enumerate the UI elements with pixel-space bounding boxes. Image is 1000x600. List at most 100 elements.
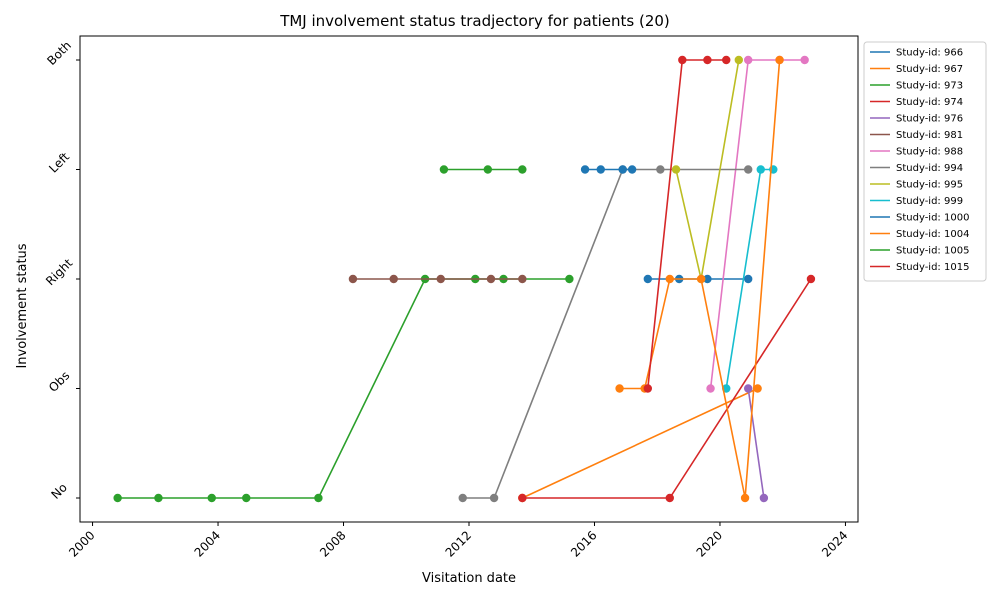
legend-item: Study-id: 988: [870, 147, 963, 158]
data-point: [389, 274, 398, 284]
legend-label: Study-id: 1004: [896, 229, 969, 240]
x-axis: 2000 2004 2008 2012 2016 2020 2024: [66, 522, 851, 560]
data-point: [615, 384, 624, 393]
data-point: [518, 493, 527, 503]
data-point: [744, 55, 753, 65]
data-point: [580, 165, 590, 174]
chart-title: TMJ involvement status tradjectory for p…: [279, 12, 670, 30]
data-point: [671, 165, 681, 174]
legend-label: Study-id: 995: [896, 180, 963, 191]
legend-item: Study-id: 966: [870, 48, 963, 59]
data-point: [678, 55, 687, 65]
data-point: [643, 384, 653, 393]
legend: Study-id: 966 Study-id: 967 Study-id: 973 S…: [863, 41, 987, 282]
series-line: [747, 388, 765, 499]
legend-label: Study-id: 994: [896, 163, 963, 174]
series-10: [580, 165, 637, 174]
x-tick-label: 2000: [66, 528, 97, 559]
legend-label: Study-id: 1005: [896, 246, 969, 257]
x-tick-label: 2016: [568, 528, 599, 559]
data-point: [565, 274, 574, 284]
x-tick-label: 2020: [694, 528, 725, 559]
data-point: [753, 384, 762, 393]
data-point: [775, 55, 784, 65]
legend-label: Study-id: 974: [896, 97, 963, 108]
legend-item: Study-id: 976: [870, 114, 963, 125]
data-point: [756, 165, 765, 174]
series-line: [647, 59, 727, 389]
series-line: [709, 59, 805, 389]
data-point: [483, 165, 493, 174]
data-point: [806, 274, 816, 284]
data-point: [489, 493, 499, 503]
legend-item: Study-id: 1005: [870, 246, 969, 257]
legend-label: Study-id: 967: [896, 64, 963, 75]
y-axis-label: Involvement status: [15, 243, 30, 368]
x-tick-label: 2004: [192, 528, 223, 559]
legend-item: Study-id: 1004: [870, 229, 969, 240]
data-point: [627, 165, 637, 174]
x-tick-label: 2012: [443, 528, 474, 559]
data-point: [744, 165, 753, 174]
data-point: [618, 165, 627, 174]
legend-label: Study-id: 966: [896, 48, 963, 59]
data-point: [665, 274, 674, 284]
series-13: [643, 55, 731, 393]
legend-label: Study-id: 981: [896, 130, 963, 141]
x-tick-label: 2024: [819, 528, 850, 559]
data-point: [596, 165, 605, 174]
legend-label: Study-id: 976: [896, 114, 963, 125]
data-point: [643, 274, 653, 284]
plot-area: [113, 55, 816, 503]
legend-label: Study-id: 988: [896, 147, 963, 158]
series-2: [113, 274, 574, 503]
series-line: [521, 387, 758, 499]
data-point: [242, 493, 251, 503]
y-tick-label: Both: [44, 38, 74, 68]
series-5: [348, 274, 527, 284]
series-line: [462, 168, 749, 499]
series-3: [518, 274, 816, 503]
legend-item: Study-id: 967: [870, 64, 963, 75]
data-point: [740, 493, 750, 503]
series-4: [744, 384, 769, 503]
series-line: [522, 278, 812, 499]
data-point: [113, 493, 122, 503]
data-point: [734, 55, 743, 65]
series-line: [117, 278, 570, 499]
series-11: [615, 55, 784, 503]
legend-label: Study-id: 1000: [896, 213, 969, 224]
legend-item: Study-id: 974: [870, 97, 963, 108]
data-point: [703, 55, 712, 65]
legend-box: [863, 41, 987, 282]
legend-item: Study-id: 994: [870, 163, 963, 174]
data-point: [207, 493, 216, 503]
data-point: [703, 274, 712, 284]
data-point: [696, 274, 706, 284]
legend-label: Study-id: 973: [896, 81, 963, 92]
legend-item: Study-id: 973: [870, 81, 963, 92]
data-point: [314, 493, 323, 503]
data-point: [436, 274, 445, 284]
series-12: [439, 165, 527, 174]
data-point: [458, 493, 467, 503]
x-axis-label: Visitation date: [422, 571, 516, 586]
data-point: [486, 274, 496, 284]
data-point: [759, 493, 769, 503]
data-point: [348, 274, 358, 284]
y-axis: No Obs Right Left Both: [43, 38, 80, 502]
x-tick-label: 2008: [317, 528, 348, 559]
legend-item: Study-id: 999: [870, 196, 963, 207]
data-point: [722, 55, 731, 65]
legend-label: Study-id: 1015: [896, 262, 969, 273]
legend-item: Study-id: 995: [870, 180, 963, 191]
data-point: [518, 274, 527, 284]
data-point: [154, 493, 163, 503]
legend-item: Study-id: 1015: [870, 262, 969, 273]
data-point: [706, 384, 715, 393]
legend-label: Study-id: 999: [896, 196, 963, 207]
legend-item: Study-id: 981: [870, 130, 963, 141]
data-point: [656, 165, 665, 174]
data-point: [744, 274, 753, 284]
